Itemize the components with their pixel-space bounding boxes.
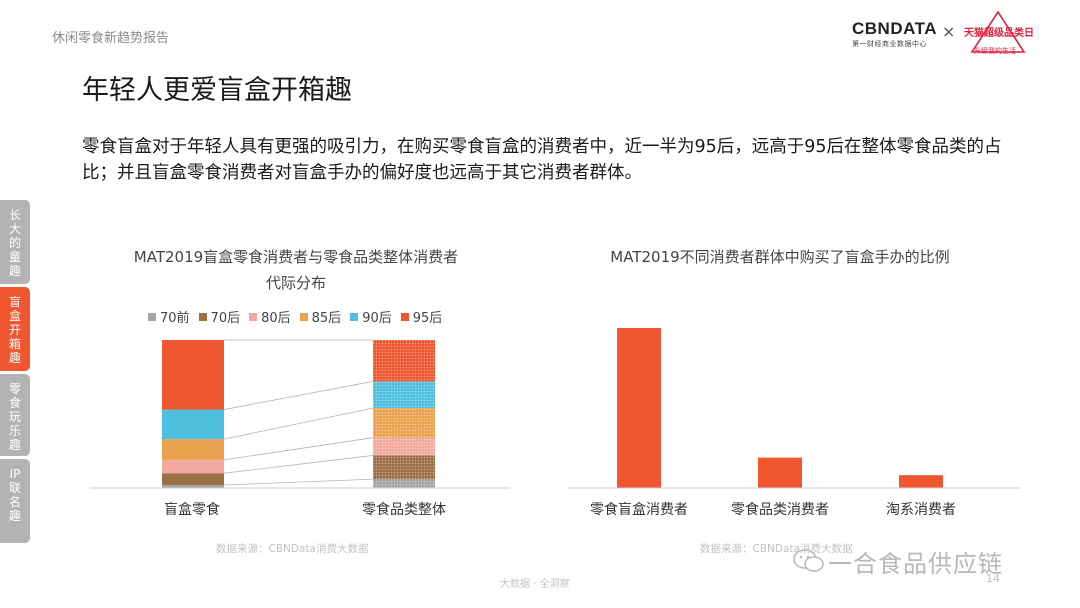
chart2-source: 数据来源：CBNData消费大数据 — [700, 543, 853, 555]
page-description: 零食盲盒对于年轻人具有更强的吸引力，在购买零食盲盒的消费者中，近一半为95后，远… — [82, 137, 1002, 183]
chart1-bar-segment — [162, 340, 224, 410]
page-number: 14 — [986, 572, 1000, 585]
report-title: 休闲零食新趋势报告 — [52, 31, 170, 46]
side-tab-label: 零食玩乐趣 — [8, 382, 21, 452]
chart1-bar-texture — [373, 381, 435, 409]
chart1-legend-item: 70后 — [198, 307, 241, 326]
cbndata-logo-subtitle: 第一财经商业数据中心 — [852, 40, 927, 48]
chart1-bar-segment — [162, 485, 224, 488]
chart1-legend-item: 85后 — [299, 307, 342, 326]
chart1-connector-line — [223, 407, 374, 440]
chart1-title-line: 代际分布 — [265, 274, 326, 292]
chart1-legend-item: 80后 — [249, 307, 291, 326]
chart1-legend: 70前 70后 80后 85后 90后 95后 — [148, 307, 451, 326]
chart1-bar-segment — [162, 473, 224, 486]
chart1-connector-line — [223, 437, 374, 461]
footer-tagline: 大数据 · 全洞察 — [500, 579, 570, 590]
chart1-legend-label: 85后 — [311, 311, 342, 326]
cbndata-logo-text: CBNDATA — [852, 19, 938, 38]
chart1-title-line: MAT2019盲盒零食消费者与零食品类整体消费者 — [133, 248, 459, 266]
chart1-bar-segment — [162, 439, 224, 460]
chart1-stacked-bar: 盲盒零食 零食品类整体 — [90, 339, 510, 518]
tmall-logo-text: 天猫超级品类日 — [964, 28, 1034, 39]
side-tab-label: 长大的童趣 — [8, 208, 21, 278]
chart1-legend-swatch — [198, 313, 207, 321]
chart1-source: 数据来源：CBNData消费大数据 — [216, 543, 369, 555]
chart1-legend-swatch — [299, 313, 308, 321]
chart1-legend-label: 95后 — [412, 311, 443, 326]
chart1-legend-swatch — [148, 313, 156, 321]
chart1-legend-label: 70前 — [160, 311, 190, 326]
side-tab-label: 盲盒开箱趣 — [8, 295, 21, 365]
chart2-category-label: 淘系消费者 — [886, 502, 956, 518]
chart1-legend-swatch — [249, 313, 258, 321]
side-tab-blindbox[interactable]: 盲盒开箱趣 — [0, 287, 30, 371]
chart2-bar — [899, 475, 943, 488]
chart2-bar — [617, 328, 661, 488]
chart2-title: MAT2019不同消费者群体中购买了盲盒手办的比例 — [600, 244, 960, 270]
chart2-title-line: MAT2019不同消费者群体中购买了盲盒手办的比例 — [610, 248, 950, 266]
chart2-bar — [758, 457, 802, 488]
chart2-category-label: 零食盲盒消费者 — [590, 501, 688, 518]
chart1-bar-segment — [162, 459, 224, 474]
chart1-bar-texture — [373, 455, 435, 480]
tmall-logo-subtitle: 升级我的生活 — [974, 47, 1016, 55]
chart1-connector-line — [223, 478, 374, 486]
chart1-bar-texture — [373, 408, 435, 438]
cbndata-logo: CBNDATA 第一财经商业数据中心 — [852, 19, 938, 49]
chart2-category-label: 零食品类消费者 — [731, 501, 829, 518]
page-title: 年轻人更爱盲盒开箱趣 — [82, 75, 352, 106]
chart1-bar-texture — [373, 479, 435, 488]
side-tab-ip-collab[interactable]: IP联名趣 — [0, 459, 30, 543]
chart1-legend-item: 70前 — [148, 307, 190, 326]
chart1-bar-texture — [373, 340, 435, 382]
logo-separator: × — [942, 22, 956, 41]
chart2-bar: 零食盲盒消费者 零食品类消费者 淘系消费者 — [568, 328, 1020, 518]
chart1-category-label: 盲盒零食 — [164, 501, 220, 518]
side-tab-label: IP联名趣 — [8, 467, 21, 523]
chart1-legend-swatch — [400, 313, 409, 321]
chart1-legend-item: 95后 — [400, 307, 443, 326]
chart1-legend-label: 90后 — [362, 311, 392, 326]
chart1-legend-label: 70后 — [210, 311, 241, 326]
chart1-title: MAT2019盲盒零食消费者与零食品类整体消费者 代际分布 — [116, 244, 476, 296]
chart1-bar-segment — [162, 409, 224, 440]
chart1-bar-texture — [373, 437, 435, 456]
chart1-legend-swatch — [350, 313, 359, 321]
watermark-text: 一合食品供应链 — [828, 550, 1003, 578]
chart1-connector-line — [223, 455, 374, 474]
chart1-category-label: 零食品类整体 — [362, 501, 446, 518]
chart1-connector-line — [223, 381, 374, 410]
tmall-logo-mark — [970, 10, 1026, 53]
tmall-logo: 天猫超级品类日 升级我的生活 — [962, 10, 1034, 58]
chart1-legend-label: 80后 — [261, 311, 291, 326]
side-tab-childhood[interactable]: 长大的童趣 — [0, 200, 30, 284]
chart1-legend-item: 90后 — [350, 307, 392, 326]
side-tab-snack-fun[interactable]: 零食玩乐趣 — [0, 374, 30, 456]
wechat-icon — [793, 549, 824, 572]
